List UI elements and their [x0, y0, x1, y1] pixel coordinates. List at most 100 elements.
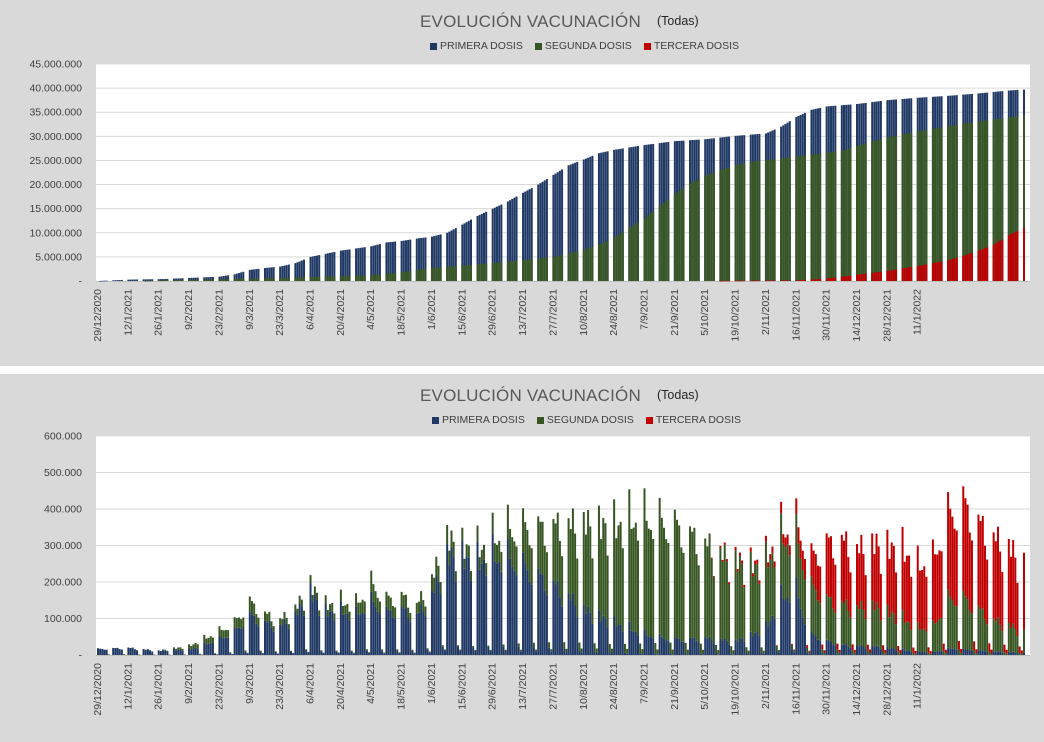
bar-segunda-dosis: [448, 266, 451, 281]
bar-tercera-dosis: [862, 554, 865, 610]
bar-primera-dosis: [207, 643, 210, 655]
bar-segunda-dosis: [574, 533, 577, 606]
bar-segunda-dosis: [738, 164, 741, 281]
bar-segunda-dosis: [576, 558, 579, 618]
bar-tercera-dosis: [996, 242, 999, 281]
bar-segunda-dosis: [767, 159, 770, 281]
bar-segunda-dosis: [222, 630, 225, 639]
bar-tercera-dosis: [773, 280, 776, 282]
bar-primera-dosis: [873, 647, 876, 655]
bar-primera-dosis: [242, 627, 245, 655]
bar-segunda-dosis: [786, 157, 789, 281]
bar-primera-dosis: [493, 207, 496, 281]
bar-segunda-dosis: [916, 622, 919, 651]
bar-segunda-dosis: [843, 603, 846, 645]
bar-tercera-dosis: [845, 531, 848, 600]
bar-segunda-dosis: [237, 278, 240, 281]
bar-segunda-dosis: [871, 600, 874, 646]
bar-segunda-dosis: [159, 280, 162, 281]
x-tick-label: 18/5/2021: [396, 663, 408, 710]
bar-segunda-dosis: [498, 262, 501, 281]
bar-primera-dosis: [151, 651, 154, 655]
bar-primera-dosis: [257, 626, 260, 655]
bar-primera-dosis: [400, 606, 403, 655]
bar-segunda-dosis: [704, 538, 707, 638]
bar-primera-dosis: [133, 279, 136, 281]
bar-tercera-dosis: [888, 558, 891, 618]
bar-segunda-dosis: [407, 607, 410, 619]
bar-segunda-dosis: [916, 131, 919, 281]
bar-primera-dosis: [871, 645, 874, 655]
bar-segunda-dosis: [663, 527, 666, 639]
bar-segunda-dosis: [803, 155, 806, 281]
bar-segunda-dosis: [435, 556, 438, 575]
bar-tercera-dosis: [797, 527, 800, 544]
bar-segunda-dosis: [981, 120, 984, 281]
bar-segunda-dosis: [940, 127, 943, 282]
bar-segunda-dosis: [892, 613, 895, 649]
x-tick-label: 15/6/2021: [456, 663, 468, 710]
bar-segunda-dosis: [483, 263, 486, 281]
x-tick-label: 26/1/2021: [153, 289, 165, 336]
bar-segunda-dosis: [415, 602, 418, 614]
bar-primera-dosis: [491, 208, 494, 281]
bar-primera-dosis: [144, 649, 147, 655]
bar-segunda-dosis: [925, 631, 928, 653]
bar-primera-dosis: [587, 157, 590, 281]
bar-segunda-dosis: [1009, 627, 1012, 653]
bar-segunda-dosis: [673, 509, 676, 638]
bar-primera-dosis: [357, 248, 360, 281]
y-tick-label: 300.000: [44, 540, 82, 552]
bar-segunda-dosis: [146, 280, 149, 282]
bar-segunda-dosis: [279, 278, 282, 281]
bar-primera-dosis: [287, 628, 290, 655]
bar-segunda-dosis: [931, 620, 934, 652]
bar-segunda-dosis: [179, 647, 182, 650]
bar-tercera-dosis: [910, 267, 913, 281]
bar-segunda-dosis: [671, 649, 674, 655]
bar-tercera-dosis: [923, 566, 926, 629]
bar-tercera-dosis: [877, 271, 880, 281]
bar-segunda-dosis: [667, 199, 670, 281]
bar-segunda-dosis: [474, 649, 477, 651]
bar-segunda-dosis: [298, 595, 301, 604]
bar-segunda-dosis: [706, 175, 709, 281]
bar-segunda-dosis: [465, 265, 468, 281]
bar-segunda-dosis: [643, 218, 646, 281]
bar-primera-dosis: [916, 650, 919, 655]
bar-primera-dosis: [591, 623, 594, 655]
bar-primera-dosis: [630, 630, 633, 655]
bar-primera-dosis: [528, 581, 531, 655]
bar-segunda-dosis: [801, 155, 804, 281]
bar-primera-dosis: [452, 556, 455, 655]
bar-segunda-dosis: [860, 144, 863, 281]
legend-swatch-primera: [432, 416, 439, 424]
bar-segunda-dosis: [743, 163, 746, 281]
bar-primera-dosis: [578, 650, 581, 655]
bar-tercera-dosis: [983, 545, 986, 620]
bar-primera-dosis: [589, 612, 592, 655]
bar-segunda-dosis: [511, 261, 514, 281]
bar-segunda-dosis: [615, 236, 618, 281]
bar-segunda-dosis: [355, 275, 358, 281]
x-tick-label: 12/1/2021: [122, 289, 134, 336]
bar-primera-dosis: [194, 277, 197, 281]
bar-segunda-dosis: [563, 642, 566, 649]
bar-primera-dosis: [123, 654, 126, 655]
bar-segunda-dosis: [250, 278, 253, 281]
bar-primera-dosis: [207, 277, 210, 281]
bar-tercera-dosis: [775, 645, 778, 646]
bar-segunda-dosis: [584, 534, 587, 614]
bar-tercera-dosis: [825, 278, 828, 281]
bar-segunda-dosis: [467, 545, 470, 558]
bar-tercera-dosis: [743, 584, 746, 588]
bar-segunda-dosis: [582, 249, 585, 281]
bar-segunda-dosis: [272, 626, 275, 632]
bar-segunda-dosis: [836, 649, 839, 654]
bar-segunda-dosis: [793, 650, 796, 653]
bar-primera-dosis: [712, 643, 715, 655]
x-tick-label: 11/1/2022: [912, 289, 924, 335]
bar-primera-dosis: [248, 611, 251, 655]
bar-segunda-dosis: [697, 179, 700, 281]
bar-primera-dosis: [441, 646, 444, 655]
